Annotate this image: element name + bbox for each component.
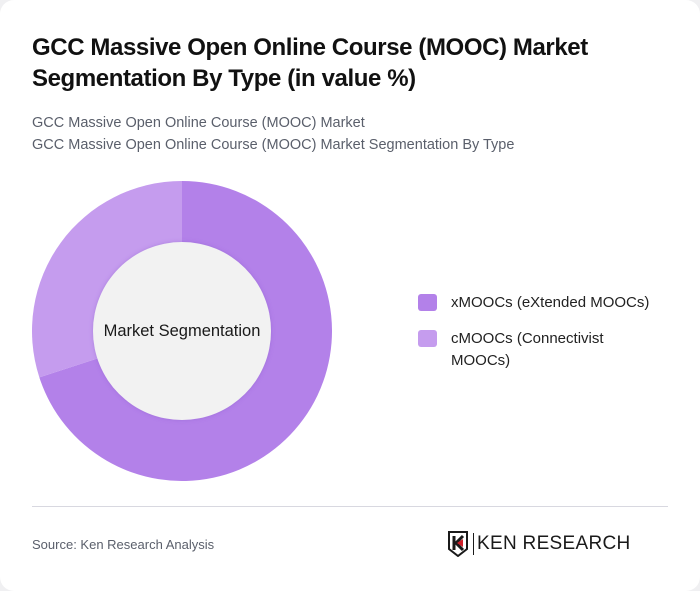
donut-hole xyxy=(93,242,271,420)
subtitle-line-2: GCC Massive Open Online Course (MOOC) Ma… xyxy=(32,137,515,153)
chart-subtitle: GCC Massive Open Online Course (MOOC) Ma… xyxy=(32,112,672,156)
footer-divider xyxy=(32,506,668,507)
ken-research-logo: KEN RESEARCH xyxy=(447,531,631,557)
ken-shield-icon xyxy=(448,531,468,557)
subtitle-line-1: GCC Massive Open Online Course (MOOC) Ma… xyxy=(32,115,365,131)
chart-title: GCC Massive Open Online Course (MOOC) Ma… xyxy=(32,34,588,92)
donut-center-label: Market Segmentation xyxy=(103,321,261,340)
source-note: Source: Ken Research Analysis xyxy=(32,537,215,552)
legend-swatch-cmoocs xyxy=(418,330,437,347)
legend-swatch-xmoocs xyxy=(418,294,437,311)
logo-text: KEN RESEARCH xyxy=(477,533,631,554)
donut-chart: Market Segmentation xyxy=(31,181,332,481)
donut-svg xyxy=(31,181,332,481)
chart-legend: xMOOCs (eXtended MOOCs) cMOOCs (Connecti… xyxy=(418,292,678,386)
logo-separator xyxy=(473,533,474,555)
legend-item-xmoocs[interactable]: xMOOCs (eXtended MOOCs) xyxy=(418,292,678,314)
legend-label-cmoocs: cMOOCs (Connectivist MOOCs) xyxy=(451,330,604,369)
legend-label-xmoocs: xMOOCs (eXtended MOOCs) xyxy=(451,294,650,311)
legend-item-cmoocs[interactable]: cMOOCs (Connectivist MOOCs) xyxy=(418,328,678,372)
